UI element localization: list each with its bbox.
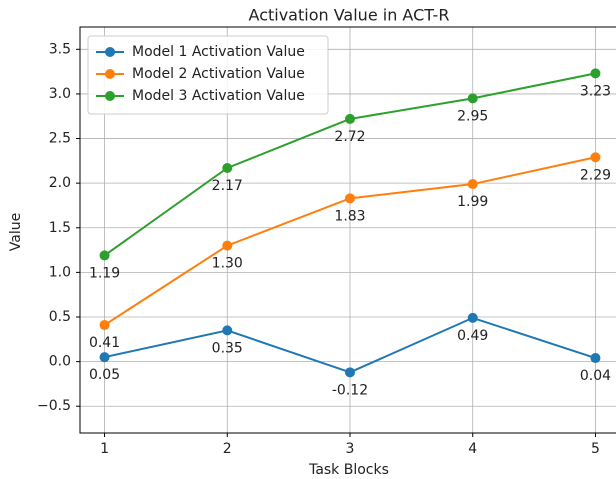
data-label: -0.12	[332, 382, 368, 398]
x-axis-label: Task Blocks	[308, 462, 389, 478]
y-tick-label: 3.5	[49, 41, 71, 57]
y-tick-label: 2.5	[49, 131, 71, 147]
x-tick-label: 2	[223, 441, 232, 457]
legend-label: Model 3 Activation Value	[132, 88, 305, 104]
chart-title: Activation Value in ACT-R	[249, 6, 450, 25]
legend-frame	[87, 35, 329, 115]
data-label: 0.04	[580, 368, 611, 384]
y-tick-label: 0.0	[49, 354, 71, 370]
data-label: 1.19	[89, 265, 120, 281]
legend-marker	[105, 91, 115, 101]
legend: Model 1 Activation Value Model 2 Activati…	[87, 35, 329, 115]
data-point	[99, 352, 110, 363]
data-point	[222, 240, 233, 251]
data-point	[590, 68, 601, 79]
data-label: 1.99	[457, 194, 488, 210]
data-label: 0.41	[89, 335, 120, 351]
data-label: 0.49	[457, 328, 488, 344]
data-point	[467, 93, 478, 104]
data-point	[467, 179, 478, 190]
legend-label: Model 1 Activation Value	[132, 44, 305, 60]
data-point	[99, 250, 110, 261]
legend-label: Model 2 Activation Value	[132, 66, 305, 82]
y-tick-label: 2.0	[49, 175, 71, 191]
y-tick-label: 1.0	[49, 264, 71, 280]
plot-frame	[79, 26, 616, 434]
data-point	[467, 312, 478, 323]
data-point	[590, 152, 601, 163]
data-label: 2.17	[212, 178, 243, 194]
y-axis-label: Value	[8, 213, 24, 251]
data-label: 1.30	[212, 256, 243, 272]
data-point	[590, 353, 601, 364]
data-label: 3.23	[580, 83, 611, 99]
data-point	[222, 162, 233, 173]
x-tick-label: 1	[100, 441, 109, 457]
legend-marker	[105, 69, 115, 79]
data-point	[345, 193, 355, 204]
data-point	[99, 320, 110, 331]
y-tick-label: −0.5	[37, 398, 71, 414]
x-tick-label: 5	[591, 441, 600, 457]
data-point	[222, 325, 233, 336]
data-label: 2.72	[334, 129, 365, 145]
y-tick-label: 1.5	[49, 220, 71, 236]
x-tick-label: 3	[346, 441, 355, 457]
legend-marker	[105, 47, 115, 57]
data-label: 0.35	[212, 340, 243, 356]
data-point	[345, 367, 355, 378]
data-point	[345, 113, 355, 124]
y-tick-label: 3.0	[49, 86, 71, 102]
data-label: 2.95	[457, 108, 488, 124]
x-tick-label: 4	[468, 441, 477, 457]
data-label: 0.05	[89, 367, 120, 383]
data-label: 1.83	[334, 208, 365, 224]
y-tick-label: 0.5	[49, 309, 71, 325]
data-label: 2.29	[580, 167, 611, 183]
